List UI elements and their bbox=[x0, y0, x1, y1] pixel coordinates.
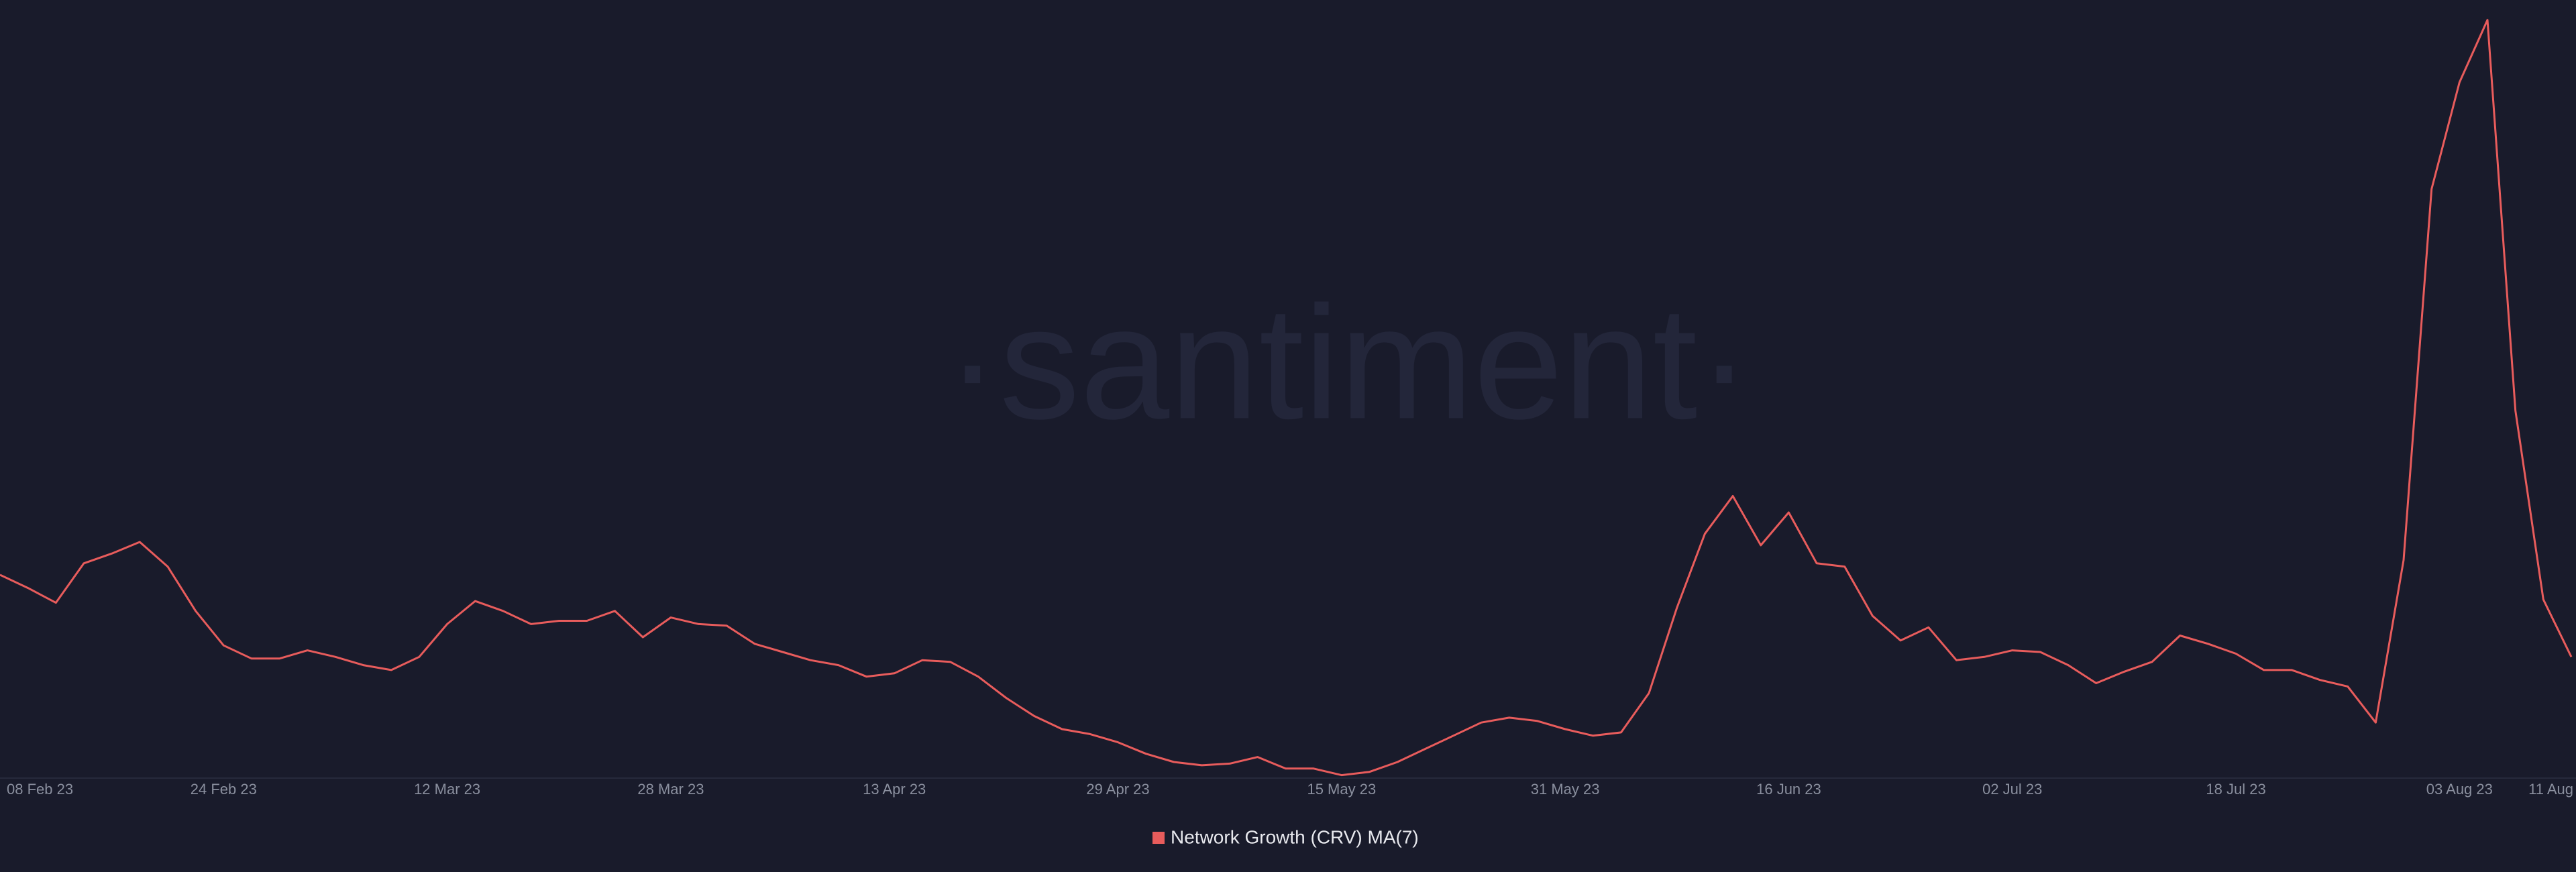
legend-label: Network Growth (CRV) MA(7) bbox=[1171, 826, 1419, 847]
x-tick-label: 31 May 23 bbox=[1531, 781, 1600, 798]
x-tick-label: 16 Jun 23 bbox=[1756, 781, 1821, 798]
x-tick-label: 24 Feb 23 bbox=[191, 781, 257, 798]
legend-swatch bbox=[1152, 832, 1165, 844]
x-tick-label: 28 Mar 23 bbox=[637, 781, 704, 798]
x-tick-label: 15 May 23 bbox=[1307, 781, 1376, 798]
x-tick-label: 11 Aug bbox=[2528, 781, 2573, 798]
x-tick-label: 13 Apr 23 bbox=[863, 781, 926, 798]
x-tick-label: 18 Jul 23 bbox=[2206, 781, 2265, 798]
data-line bbox=[0, 19, 2573, 777]
x-tick-label: 03 Aug 23 bbox=[2426, 781, 2493, 798]
watermark: ·santiment· bbox=[946, 272, 1751, 452]
x-tick-label: 08 Feb 23 bbox=[7, 781, 73, 798]
x-tick-label: 12 Mar 23 bbox=[414, 781, 480, 798]
x-tick-label: 29 Apr 23 bbox=[1086, 781, 1149, 798]
x-tick-label: 02 Jul 23 bbox=[1982, 781, 2042, 798]
